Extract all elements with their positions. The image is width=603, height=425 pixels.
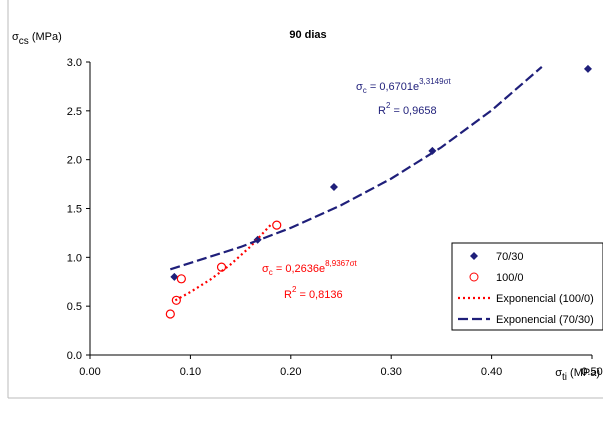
legend-marker xyxy=(470,252,478,260)
legend-label: Exponencial (100/0) xyxy=(496,293,594,305)
axis-unit: (MPa) xyxy=(567,367,600,379)
annotation-equation: σc = 0,6701e3,3149σt xyxy=(356,77,452,95)
axis-sub: cs xyxy=(19,36,29,47)
y-tick-label: 2.0 xyxy=(67,155,82,167)
y-tick-label: 3.0 xyxy=(67,57,82,69)
axis-symbol: σ xyxy=(555,367,562,379)
axis-symbol: σ xyxy=(12,31,19,43)
legend-marker xyxy=(469,272,479,282)
r2-rest: = 0,8136 xyxy=(296,289,342,301)
r2-rest: = 0,9658 xyxy=(390,105,436,117)
y-tick-label: 1.0 xyxy=(67,252,82,264)
legend-box xyxy=(451,242,603,331)
axis-sub: ti xyxy=(562,372,567,383)
annotation-equation: σc = 0,2636e8,9367σt xyxy=(262,259,358,277)
eq-symbol: σ xyxy=(262,263,269,275)
legend-label: Exponencial (70/30) xyxy=(496,314,594,326)
eq-sub: c xyxy=(269,268,273,277)
point xyxy=(170,272,179,281)
point xyxy=(272,220,282,230)
legend-label: 100/0 xyxy=(496,272,524,284)
eq-sub: c xyxy=(363,86,367,95)
legend-label: 70/30 xyxy=(496,251,524,263)
y-tick-label: 2.5 xyxy=(67,106,82,118)
eq-sup: 3,3149σt xyxy=(419,77,451,86)
legend: 70/30 100/0 Exponencial (100/0) Exponencial… xyxy=(451,242,603,331)
r2-sup: 2 xyxy=(386,101,391,110)
axis-label: σti (MPa) xyxy=(555,367,600,383)
annotation-r2: R2 = 0,8136 xyxy=(284,285,343,301)
x-tick-label: 0.50 xyxy=(581,366,602,378)
x-tick-label: 0.40 xyxy=(481,366,502,378)
trend-line xyxy=(169,66,543,271)
y-tick-label: 1.5 xyxy=(67,204,82,216)
axis-label: σcs (MPa) xyxy=(12,31,62,47)
eq-sup: 8,9367σt xyxy=(325,259,357,268)
axis-unit: (MPa) xyxy=(29,31,62,43)
y-tick-label: 0.5 xyxy=(67,301,82,313)
x-tick-label: 0.20 xyxy=(280,366,301,378)
point xyxy=(583,64,592,73)
chart-title: 90 dias xyxy=(289,29,326,41)
eq-symbol: σ xyxy=(356,81,363,93)
r2-sup: 2 xyxy=(292,285,297,294)
point xyxy=(176,274,186,284)
eq-text: = 0,2636e xyxy=(273,263,325,275)
r2-text: R xyxy=(378,105,386,117)
y-tick-label: 0.0 xyxy=(67,350,82,362)
x-tick-label: 0.00 xyxy=(79,366,100,378)
eq-text: = 0,6701e xyxy=(367,81,419,93)
annotation-r2: R2 = 0,9658 xyxy=(378,101,437,117)
r2-text: R xyxy=(284,289,292,301)
point xyxy=(329,183,338,192)
x-tick-label: 0.10 xyxy=(180,366,201,378)
point xyxy=(165,309,175,319)
x-tick-label: 0.30 xyxy=(380,366,401,378)
